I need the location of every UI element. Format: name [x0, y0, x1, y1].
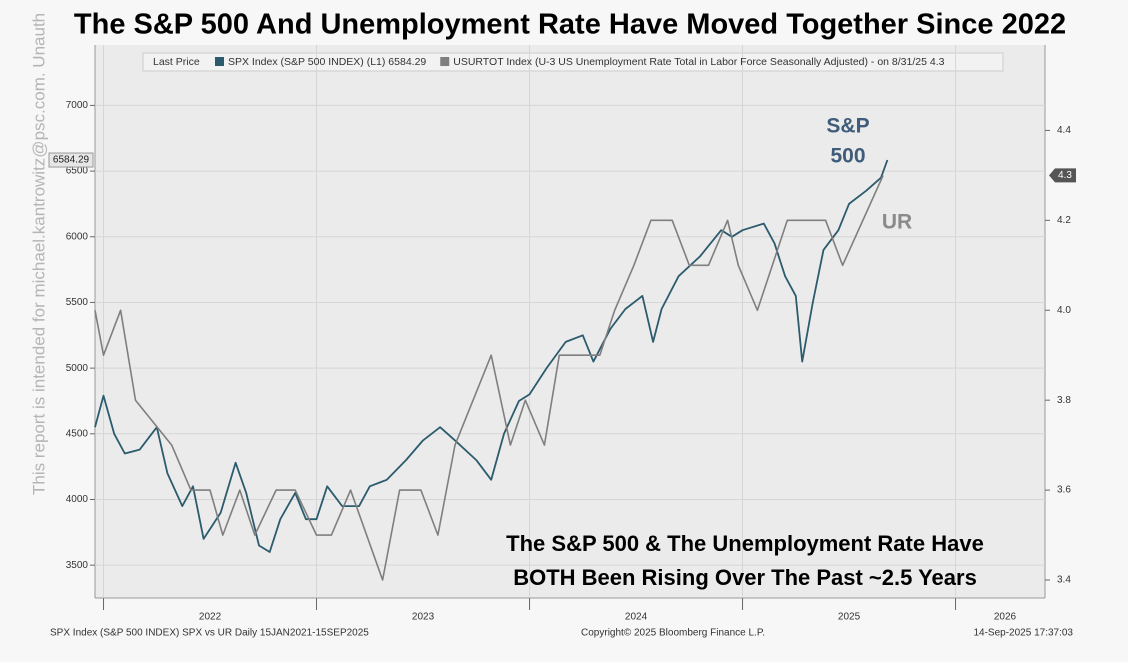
x-tick-label: 2026 [994, 612, 1017, 623]
y-tick-label: 5000 [66, 363, 89, 374]
last-value-box [1049, 168, 1076, 183]
legend-label: Last Price [153, 56, 200, 68]
y2-tick-label: 3.8 [1057, 395, 1071, 406]
grid [95, 45, 1045, 598]
y-tick-label: 7000 [66, 100, 89, 111]
y2-tick-label: 4.2 [1057, 215, 1071, 226]
x-tick-label: 2024 [625, 612, 648, 623]
x-tick-label: 2022 [199, 612, 222, 623]
y-tick-label: 4000 [66, 494, 89, 505]
annotation: BOTH Been Rising Over The Past ~2.5 Year… [513, 565, 977, 590]
footer-center: Copyright© 2025 Bloomberg Finance L.P. [581, 628, 765, 639]
legend-swatch [215, 57, 224, 66]
footer-right: 14-Sep-2025 17:37:03 [973, 628, 1073, 639]
annotation: UR [882, 211, 912, 234]
y-tick-label: 5500 [66, 297, 89, 308]
series-line [94, 159, 889, 553]
plot-area [95, 45, 1045, 598]
last-value-box [48, 152, 94, 168]
x-axis-strip [45, 598, 1095, 626]
last-value-label: 4.3 [1058, 170, 1072, 181]
legend-box [142, 52, 1004, 72]
y2-tick-label: 4.4 [1057, 125, 1071, 136]
legend-swatch [440, 57, 450, 66]
annotation: S&P [826, 115, 869, 138]
y-tick-label: 6500 [66, 166, 89, 177]
x-tick-label: 2023 [412, 612, 435, 623]
x-tick-label: 2025 [838, 612, 861, 623]
y-tick-label: 4500 [66, 428, 89, 439]
annotation: 500 [830, 145, 865, 168]
footer-left: SPX Index (S&P 500 INDEX) SPX vs UR Dail… [50, 628, 369, 639]
y-tick-label: 3500 [66, 560, 89, 571]
chart-title: The S&P 500 And Unemployment Rate Have M… [74, 9, 1066, 41]
watermark: This report is intended for michael.kant… [29, 13, 48, 495]
y2-tick-label: 3.6 [1057, 485, 1071, 496]
legend-entry: SPX Index (S&P 500 INDEX) (L1) 6584.29 [228, 56, 426, 68]
last-value-label: 6584.29 [53, 155, 90, 166]
y-tick-label: 6000 [66, 231, 89, 242]
legend-entry: USURTOT Index (U-3 US Unemployment Rate … [453, 56, 944, 68]
y2-tick-label: 4.0 [1057, 305, 1071, 316]
y2-tick-label: 3.4 [1057, 575, 1071, 586]
series-line [94, 175, 884, 581]
annotation: The S&P 500 & The Unemployment Rate Have [506, 531, 984, 556]
